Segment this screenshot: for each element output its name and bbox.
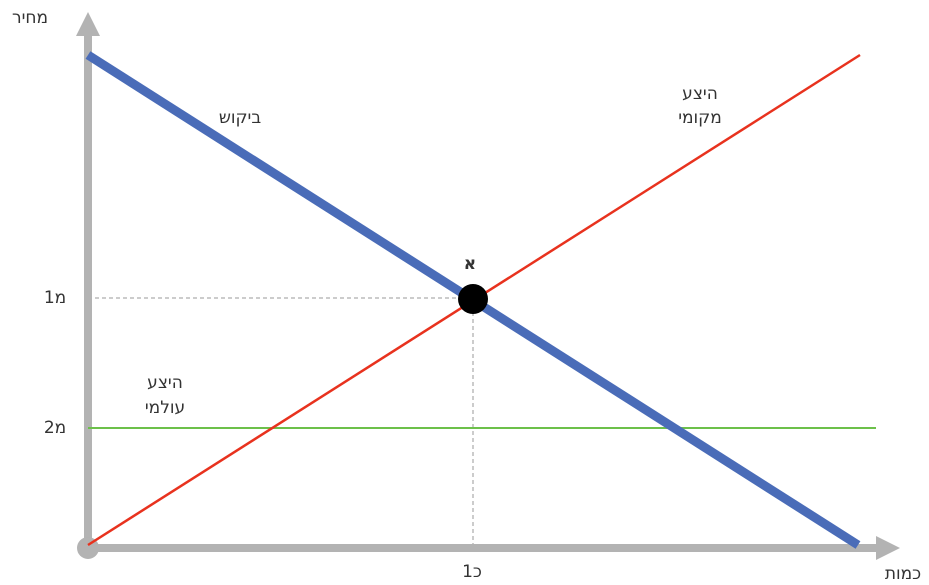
- x-arrow: [876, 536, 900, 560]
- price-tick-label: מ2: [44, 418, 66, 438]
- equilibrium-point: [458, 284, 488, 314]
- world-supply-label: היצע: [147, 373, 183, 393]
- quantity-tick-label: כ1: [462, 562, 482, 582]
- x-axis-label: כמות: [885, 564, 921, 584]
- price-tick-label: מ1: [44, 288, 66, 308]
- local-supply-label: היצע: [682, 84, 718, 104]
- local-supply-label: מקומי: [678, 108, 722, 128]
- point-label: א: [464, 254, 476, 274]
- y-arrow: [76, 12, 100, 36]
- y-axis-label: מחיר: [12, 8, 48, 28]
- demand-label: ביקוש: [219, 108, 262, 128]
- world-supply-label: עולמי: [145, 398, 185, 418]
